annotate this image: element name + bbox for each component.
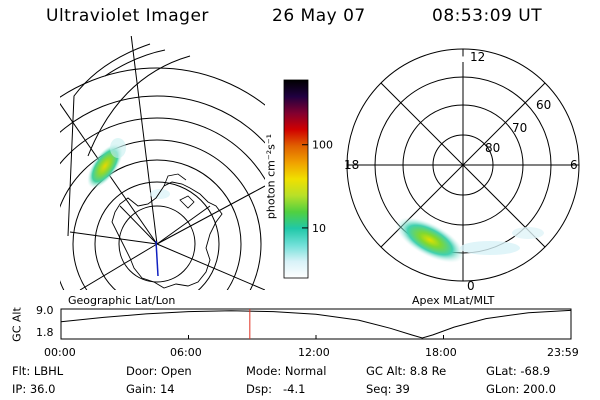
alt-ytick-bottom: 1.8 <box>36 326 54 339</box>
colorbar-fill <box>283 79 309 279</box>
colorbar-tick-label-0: 100 <box>312 139 333 152</box>
status-gc-alt: GC Alt: 8.8 Re <box>366 364 447 378</box>
geo-panel-label: Geographic Lat/Lon <box>68 294 176 307</box>
xtick-0000: 00:00 <box>44 346 76 359</box>
xtick-2359: 23:59 <box>547 346 579 359</box>
mlt-label-0: 0 <box>467 279 475 293</box>
instrument-title: Ultraviolet Imager <box>46 6 209 26</box>
status-seq: Seq: 39 <box>366 382 410 396</box>
xtick-1200: 12:00 <box>298 346 330 359</box>
date-label: 26 May 07 <box>272 6 366 26</box>
status-door: Door: Open <box>126 364 192 378</box>
mlt-label-6: 6 <box>570 158 578 172</box>
status-glon: GLon: 200.0 <box>486 382 556 396</box>
status-dsp: Dsp: -4.1 <box>246 382 306 396</box>
colorbar: 100 10 <box>283 79 333 279</box>
mlat-label-70: 70 <box>512 121 527 135</box>
apex-panel-label: Apex MLat/MLT <box>412 294 495 307</box>
altitude-curve <box>60 309 571 339</box>
mlat-label-60: 60 <box>536 98 551 112</box>
apex-polar-map: . 12 6 0 18 60 70 80 <box>344 48 580 293</box>
colorbar-tick-label-1: 10 <box>312 222 326 235</box>
aurora-apex-glow <box>395 217 544 263</box>
time-label: 08:53:09 UT <box>432 6 543 26</box>
alt-plot-ylabel: GC Alt <box>10 307 24 342</box>
status-mode: Mode: Normal <box>246 364 327 378</box>
status-glat: GLat: -68.9 <box>486 364 551 378</box>
colorbar-unit-label: photon cm⁻²s⁻¹ <box>264 133 278 220</box>
mlt-label-12: 12 <box>470 50 485 64</box>
geographic-map <box>60 36 265 290</box>
mlt-label-18: 18 <box>344 158 359 172</box>
xtick-0600: 06:00 <box>170 346 202 359</box>
coastline-outline <box>111 181 223 289</box>
xtick-1800: 18:00 <box>425 346 457 359</box>
status-gain: Gain: 14 <box>126 382 175 396</box>
status-filter: Flt: LBHL <box>12 364 64 378</box>
aurora-geo-glow <box>87 138 170 199</box>
alt-plot-frame <box>60 308 572 340</box>
svg-text:.: . <box>461 49 465 63</box>
alt-ytick-top: 9.0 <box>36 304 54 317</box>
altitude-plot <box>60 308 572 340</box>
status-ip: IP: 36.0 <box>12 382 56 396</box>
mlat-label-80: 80 <box>485 141 500 155</box>
